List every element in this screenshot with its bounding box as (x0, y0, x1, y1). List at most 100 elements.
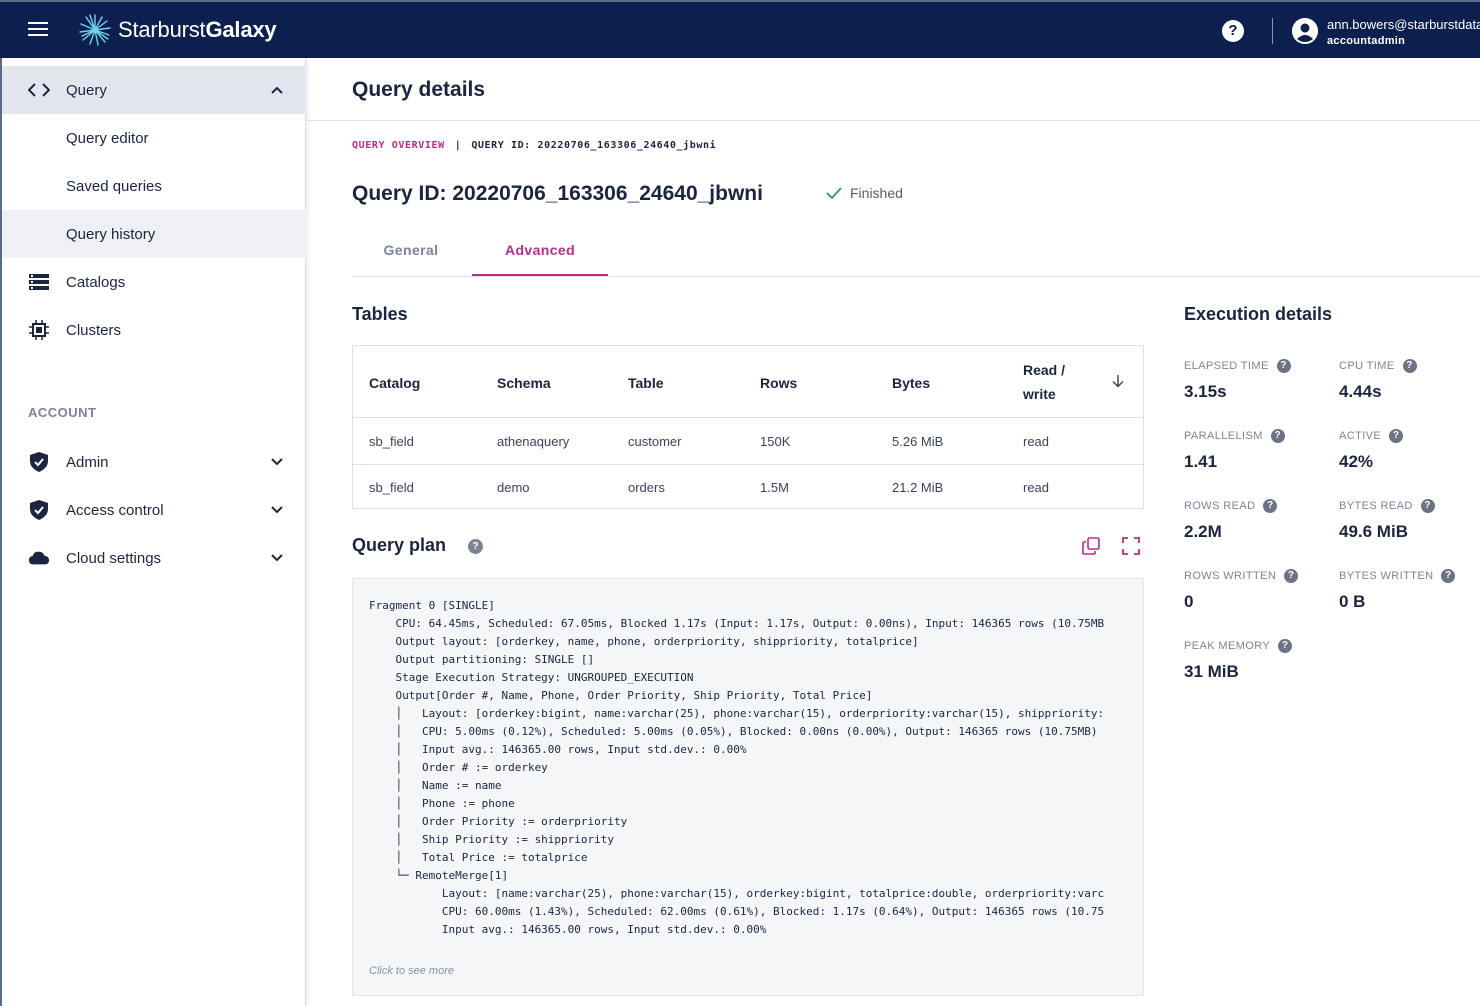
table-row[interactable]: sb_field demo orders 1.5M 21.2 MiB read (353, 464, 1143, 509)
see-more-link[interactable]: Click to see more (369, 965, 454, 977)
sidebar-item-label: Query editor (66, 129, 149, 147)
user-role: accountadmin (1327, 35, 1406, 47)
tab-general[interactable]: General (383, 242, 439, 258)
chevron-down-icon[interactable] (270, 455, 284, 469)
user-email[interactable]: ann.bowers@starburstdata.com (1327, 17, 1480, 32)
sidebar-item-label: Saved queries (66, 177, 162, 195)
chevron-down-icon[interactable] (270, 551, 284, 565)
help-icon[interactable]: ? (1389, 429, 1404, 443)
page-title: Query details (352, 78, 486, 101)
sidebar-item-label: Catalogs (66, 273, 126, 291)
tab-advanced[interactable]: Advanced (472, 230, 608, 276)
sidebar-item-saved-queries[interactable]: Saved queries (2, 162, 306, 210)
breadcrumb: QUERY OVERVIEW | QUERY ID: 20220706_1633… (352, 140, 716, 151)
metric-value: 31 MiB (1184, 662, 1239, 681)
sidebar: Query Query editor Saved queries Query h… (0, 58, 306, 1006)
arrow-down-icon[interactable] (1111, 374, 1125, 388)
query-plan-box[interactable]: Fragment 0 [SINGLE] CPU: 64.45ms, Schedu… (352, 578, 1144, 996)
metric-rows-read: ROWS READ? 2.2M (1184, 499, 1278, 542)
help-icon[interactable]: ? (1402, 359, 1417, 373)
help-icon[interactable]: ? (1284, 569, 1299, 583)
sidebar-item-label: Query (66, 81, 107, 99)
sidebar-item-cloud-settings[interactable]: Cloud settings (2, 534, 306, 582)
help-icon[interactable]: ? (1278, 639, 1293, 653)
column-header-catalog[interactable]: Catalog (369, 375, 421, 391)
sidebar-item-label: Admin (66, 453, 109, 471)
metric-value: 1.41 (1184, 452, 1218, 471)
sidebar-item-query-editor[interactable]: Query editor (2, 114, 306, 162)
account-circle-icon[interactable] (1292, 18, 1318, 44)
sidebar-item-access-control[interactable]: Access control (2, 486, 306, 534)
sidebar-item-label: Access control (66, 501, 164, 519)
metric-label: CPU TIME (1339, 360, 1395, 372)
help-icon[interactable]: ? (1263, 499, 1278, 513)
metric-label: ROWS READ (1184, 500, 1256, 512)
metric-value: 0 (1184, 592, 1194, 611)
metric-value: 3.15s (1184, 382, 1227, 401)
sidebar-item-label: Query history (66, 225, 156, 243)
cell-read-write: read (1023, 434, 1050, 449)
breadcrumb-current: QUERY ID: 20220706_163306_24640_jbwni (471, 140, 717, 151)
cell-rows: 150K (760, 434, 791, 449)
header-divider (1272, 18, 1273, 44)
sidebar-item-admin[interactable]: Admin (2, 438, 306, 486)
metric-label: BYTES READ (1339, 500, 1413, 512)
metric-label: BYTES WRITTEN (1339, 570, 1434, 582)
cell-catalog: sb_field (369, 434, 414, 449)
sidebar-item-catalogs[interactable]: Catalogs (2, 258, 306, 306)
metric-value: 49.6 MiB (1339, 522, 1408, 541)
status-badge: Finished (826, 185, 903, 201)
metric-label: ACTIVE (1339, 430, 1382, 442)
query-id-heading: Query ID: 20220706_163306_24640_jbwni (352, 182, 763, 205)
cell-bytes: 5.26 MiB (892, 434, 944, 449)
execution-details-heading: Execution details (1184, 304, 1333, 324)
help-icon[interactable]: ? (1276, 359, 1291, 373)
column-header-rows[interactable]: Rows (760, 375, 798, 391)
chevron-up-icon[interactable] (270, 83, 284, 97)
breadcrumb-separator: | (454, 140, 462, 151)
metric-value: 0 B (1339, 592, 1366, 611)
column-header-table[interactable]: Table (628, 375, 664, 391)
column-header-read-write-line2[interactable]: write (1023, 386, 1056, 402)
metric-bytes-read: BYTES READ? 49.6 MiB (1339, 499, 1435, 542)
sidebar-item-query-history[interactable]: Query history (2, 210, 306, 258)
help-icon[interactable]: ? (468, 539, 483, 554)
cell-table: customer (628, 434, 682, 449)
sidebar-item-label: Cloud settings (66, 549, 162, 567)
table-row[interactable]: sb_field athenaquery customer 150K 5.26 … (353, 419, 1143, 464)
metric-value: 2.2M (1184, 522, 1222, 541)
sidebar-item-query[interactable]: Query (2, 66, 306, 114)
breadcrumb-query-overview[interactable]: QUERY OVERVIEW (352, 140, 445, 151)
metric-label: ELAPSED TIME (1184, 360, 1269, 372)
shield-icon (28, 451, 50, 473)
sidebar-item-clusters[interactable]: Clusters (2, 306, 306, 354)
chip-icon (28, 319, 50, 341)
query-plan-heading: Query plan (352, 535, 447, 555)
logo[interactable]: StarburstGalaxy (78, 13, 277, 47)
section-label-account: ACCOUNT (28, 405, 97, 420)
fullscreen-icon[interactable] (1122, 537, 1140, 555)
cell-table: orders (628, 480, 665, 495)
code-icon (28, 79, 50, 101)
metric-value: 42% (1339, 452, 1374, 471)
chevron-down-icon[interactable] (270, 503, 284, 517)
help-icon[interactable]: ? (1441, 569, 1456, 583)
column-header-bytes[interactable]: Bytes (892, 375, 931, 391)
column-header-read-write[interactable]: Read / (1023, 362, 1066, 378)
cloud-icon (28, 547, 50, 569)
metric-parallelism: PARALLELISM? 1.41 (1184, 429, 1285, 472)
copy-icon[interactable] (1082, 537, 1100, 555)
query-plan-text: Fragment 0 [SINGLE] CPU: 64.45ms, Schedu… (369, 599, 1105, 936)
help-icon[interactable]: ? (1270, 429, 1285, 443)
metric-active: ACTIVE? 42% (1339, 429, 1404, 472)
cell-catalog: sb_field (369, 480, 414, 495)
help-icon[interactable]: ? (1222, 20, 1244, 42)
help-icon[interactable]: ? (1420, 499, 1435, 513)
table-header: Catalog Schema Table Rows Bytes Read / w… (353, 346, 1143, 418)
main-content: Query details QUERY OVERVIEW | QUERY ID:… (306, 58, 1480, 1006)
brand-name: StarburstGalaxy (118, 17, 277, 42)
hamburger-icon[interactable] (28, 22, 48, 38)
tables-table: Catalog Schema Table Rows Bytes Read / w… (352, 345, 1144, 509)
divider (352, 276, 1480, 277)
column-header-schema[interactable]: Schema (497, 375, 551, 391)
